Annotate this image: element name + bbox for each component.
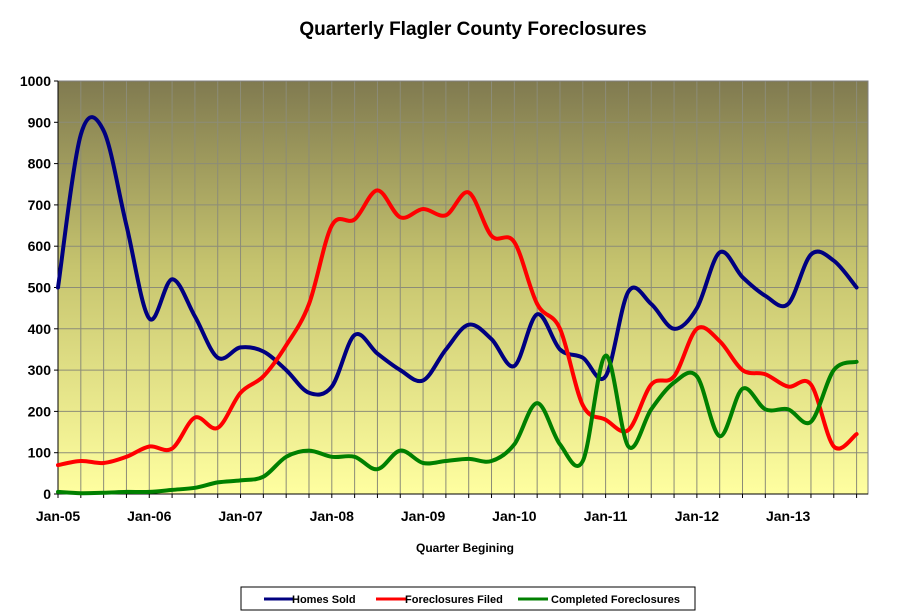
y-tick-label: 300 [28,362,52,378]
legend-label: Completed Foreclosures [551,594,680,606]
legend-label: Foreclosures Filed [405,594,503,606]
legend-box [240,586,696,611]
y-tick-label: 200 [28,403,52,419]
legend-label: Homes Sold [292,594,356,606]
x-tick-label: Jan-07 [218,508,263,524]
series-line-foreclosures-filed [56,188,859,468]
y-tick-label: 900 [28,114,52,130]
series-line-homes-sold [56,115,859,397]
legend-item-homes-sold: Homes Sold [264,594,356,606]
y-tick-label: 400 [28,321,52,337]
x-tick-label: Jan-10 [492,508,537,524]
x-tick-label: Jan-09 [401,508,446,524]
gridlines [58,81,868,494]
legend-item-completed-foreclosures: Completed Foreclosures [518,594,680,606]
series-line-completed-foreclosures [56,353,859,496]
y-tick-label: 100 [28,445,52,461]
y-tick-label: 800 [28,156,52,172]
legend-item-foreclosures-filed: Foreclosures Filed [376,594,503,606]
y-tick-label: 700 [28,197,52,213]
x-axis-title: Quarter Begining [416,541,514,555]
y-tick-label: 500 [28,280,52,296]
x-tick-label: Jan-06 [127,508,172,524]
x-tick-label: Jan-13 [766,508,811,524]
axes [54,80,868,498]
x-tick-label: Jan-05 [36,508,81,524]
y-tick-label: 1000 [20,73,51,89]
chart-title: Quarterly Flagler County Foreclosures [299,19,646,40]
x-tick-label: Jan-11 [584,508,628,524]
y-tick-label: 0 [43,486,51,502]
x-tick-label: Jan-12 [675,508,720,524]
x-tick-label: Jan-08 [310,508,355,524]
series-lines [56,115,859,496]
tick-labels: 0 100 200 300 400 500 600 700 800 900 1000 Jan-05 Ja… [20,73,811,524]
y-tick-label: 600 [28,238,52,254]
legend: Homes Sold Foreclosures Filed Completed Fo… [240,586,696,611]
